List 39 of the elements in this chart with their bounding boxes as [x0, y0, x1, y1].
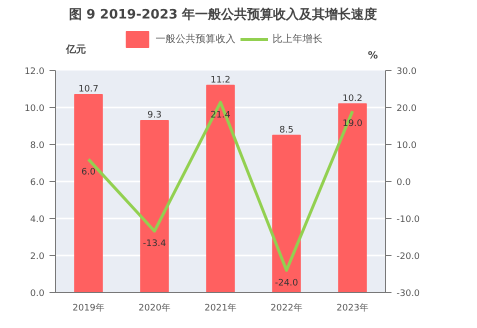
- y-axis-title: 亿元: [65, 44, 86, 56]
- y2-tick-label: 20.0: [396, 104, 417, 114]
- data-label: -24.0: [274, 278, 298, 288]
- y2-tick-label: 0.0: [396, 178, 412, 188]
- x-tick-label: 2021年: [204, 302, 236, 314]
- data-label: 10.7: [78, 84, 99, 95]
- chart-title: 图 9 2019-2023 年一般公共预算收入及其增长速度: [68, 6, 378, 22]
- y2-tick-label: -10.0: [396, 215, 420, 225]
- bar: [272, 134, 301, 292]
- data-label: -13.4: [142, 239, 166, 250]
- bar: [206, 84, 235, 292]
- legend-label: 一般公共预算收入: [156, 32, 236, 46]
- y-tick-label: 12.0: [24, 67, 45, 77]
- y2-tick-label: 30.0: [396, 67, 417, 77]
- y-tick-label: 0.0: [30, 289, 45, 299]
- y2-tick-label: -20.0: [396, 252, 420, 262]
- x-tick-label: 2020年: [138, 302, 170, 314]
- data-label: 11.2: [210, 75, 231, 86]
- bar: [140, 120, 169, 292]
- bar: [74, 94, 103, 292]
- y-tick-label: 10.0: [24, 104, 45, 114]
- y-tick-label: 8.0: [30, 141, 45, 151]
- data-label: 9.3: [147, 110, 162, 120]
- y2-tick-label: -30.0: [396, 289, 420, 299]
- x-tick-label: 2023年: [336, 302, 368, 314]
- x-tick-label: 2019年: [72, 302, 104, 314]
- data-label: 10.2: [342, 94, 363, 104]
- y2-tick-label: 10.0: [396, 141, 417, 151]
- data-label: 19.0: [342, 119, 363, 130]
- y-tick-label: 2.0: [30, 252, 45, 262]
- data-label: 21.4: [210, 110, 231, 120]
- y2-axis-title: %: [368, 50, 378, 62]
- data-label: 6.0: [81, 167, 96, 178]
- legend-label: 比上年增长: [272, 32, 322, 46]
- bar: [338, 103, 367, 292]
- y-tick-label: 6.0: [30, 178, 45, 188]
- x-tick-label: 2022年: [270, 302, 302, 314]
- data-label: 8.5: [279, 125, 294, 136]
- y-tick-label: 4.0: [30, 215, 45, 225]
